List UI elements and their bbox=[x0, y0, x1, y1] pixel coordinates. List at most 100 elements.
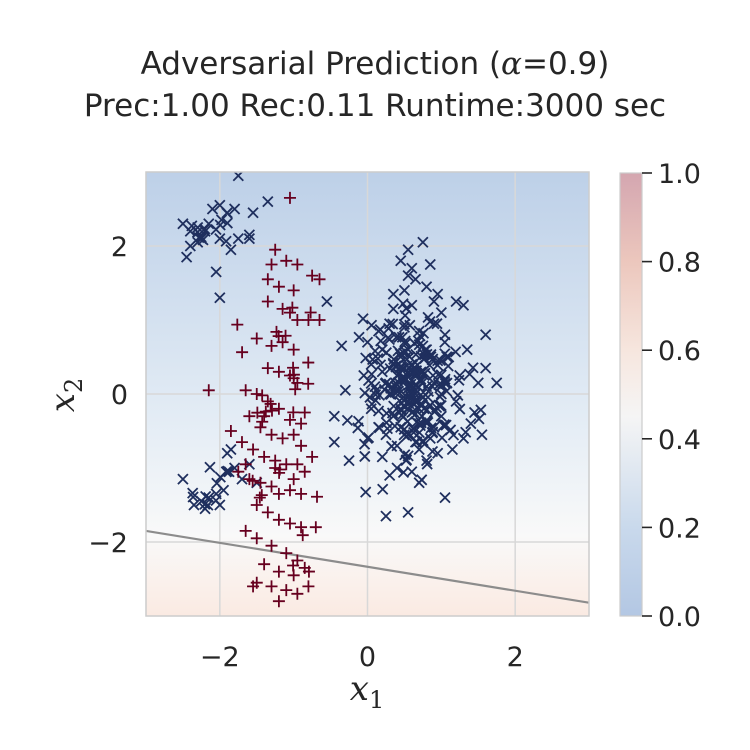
x-marker bbox=[408, 337, 421, 349]
x-marker bbox=[435, 306, 447, 319]
plus-marker bbox=[231, 318, 244, 331]
x-marker bbox=[424, 359, 436, 371]
x-marker bbox=[383, 333, 396, 346]
x-marker bbox=[427, 353, 439, 365]
x-tick-label: 0 bbox=[359, 642, 376, 673]
x-marker bbox=[225, 443, 237, 456]
x-marker bbox=[220, 466, 232, 478]
x-marker bbox=[380, 510, 392, 522]
x-marker bbox=[177, 473, 189, 485]
x-marker bbox=[414, 398, 426, 411]
x-marker bbox=[403, 428, 415, 440]
x-axis-label: x1 bbox=[350, 669, 384, 714]
x-marker bbox=[341, 414, 354, 427]
plus-marker bbox=[261, 273, 274, 286]
plus-marker bbox=[272, 487, 285, 500]
plus-marker bbox=[287, 284, 300, 297]
plus-marker bbox=[295, 521, 308, 534]
x-marker bbox=[200, 490, 212, 503]
x-marker bbox=[398, 284, 411, 297]
colorbar-tick-label: 0.0 bbox=[658, 602, 701, 633]
plus-marker bbox=[287, 473, 300, 486]
x-marker bbox=[447, 429, 460, 441]
plus-marker bbox=[261, 362, 274, 375]
plus-marker bbox=[239, 384, 252, 397]
plus-marker bbox=[289, 383, 302, 396]
x-marker bbox=[416, 399, 428, 411]
x-marker bbox=[424, 258, 436, 271]
x-marker bbox=[210, 266, 222, 278]
x-marker bbox=[410, 365, 423, 377]
x-marker bbox=[475, 404, 487, 416]
plus-marker bbox=[298, 465, 311, 478]
plus-marker bbox=[265, 480, 278, 493]
x-marker bbox=[380, 417, 393, 429]
x-marker bbox=[392, 376, 405, 389]
x-marker bbox=[467, 362, 479, 374]
plus-marker bbox=[258, 450, 271, 463]
x-marker bbox=[457, 299, 470, 311]
x-marker bbox=[195, 231, 207, 243]
plus-marker bbox=[309, 521, 322, 534]
plus-marker bbox=[250, 532, 263, 545]
x-marker bbox=[353, 331, 365, 343]
plus-marker bbox=[265, 258, 278, 271]
x-marker bbox=[379, 378, 391, 390]
x-marker bbox=[465, 417, 477, 430]
x-marker bbox=[369, 345, 381, 357]
plus-marker bbox=[247, 580, 260, 593]
plus-marker bbox=[251, 406, 264, 419]
x-marker bbox=[422, 311, 434, 323]
plus-marker bbox=[276, 336, 289, 349]
plus-marker bbox=[239, 524, 252, 537]
x-marker bbox=[409, 384, 422, 397]
x-marker bbox=[479, 329, 492, 341]
plus-marker bbox=[265, 428, 278, 441]
x-marker bbox=[225, 244, 237, 256]
plus-marker bbox=[283, 306, 296, 319]
x-marker bbox=[375, 335, 387, 347]
x-marker bbox=[339, 384, 351, 396]
x-marker bbox=[394, 387, 406, 399]
plus-marker bbox=[286, 301, 299, 314]
plus-marker bbox=[265, 539, 278, 552]
y-tick-label: 0 bbox=[111, 380, 128, 411]
plus-marker bbox=[272, 513, 285, 526]
x-marker bbox=[221, 217, 233, 229]
x-marker bbox=[440, 419, 452, 431]
x-marker bbox=[387, 357, 399, 369]
x-marker bbox=[380, 347, 392, 359]
x-marker bbox=[214, 232, 226, 245]
plus-marker bbox=[272, 280, 285, 293]
x-marker bbox=[468, 406, 481, 419]
x-marker bbox=[410, 348, 422, 361]
x-marker bbox=[390, 331, 402, 343]
x-marker bbox=[428, 295, 440, 308]
plus-marker bbox=[239, 458, 252, 471]
x-tick-label: −2 bbox=[200, 642, 240, 673]
plus-marker bbox=[302, 356, 315, 369]
plus-marker bbox=[283, 191, 296, 204]
x-marker bbox=[435, 369, 447, 381]
x-marker bbox=[413, 443, 425, 456]
x-marker bbox=[491, 377, 503, 389]
x-marker bbox=[416, 474, 428, 486]
plus-marker bbox=[287, 428, 300, 441]
plus-marker bbox=[306, 269, 319, 282]
x-marker bbox=[220, 235, 232, 247]
x-marker bbox=[369, 389, 382, 401]
x-marker bbox=[374, 359, 387, 371]
plus-marker bbox=[273, 463, 286, 476]
x-marker bbox=[223, 466, 235, 478]
x-marker bbox=[232, 232, 244, 245]
x-marker bbox=[417, 236, 429, 248]
x-marker bbox=[460, 426, 472, 438]
y-axis-label: x2 bbox=[43, 378, 88, 412]
chart-subtitle: Prec:1.00 Rec:0.11 Runtime:3000 sec bbox=[83, 88, 667, 124]
plus-marker bbox=[296, 529, 309, 542]
x-marker bbox=[377, 483, 389, 495]
x-marker bbox=[360, 486, 372, 498]
x-marker bbox=[365, 319, 378, 331]
x-marker bbox=[397, 466, 410, 478]
x-marker bbox=[357, 313, 369, 325]
